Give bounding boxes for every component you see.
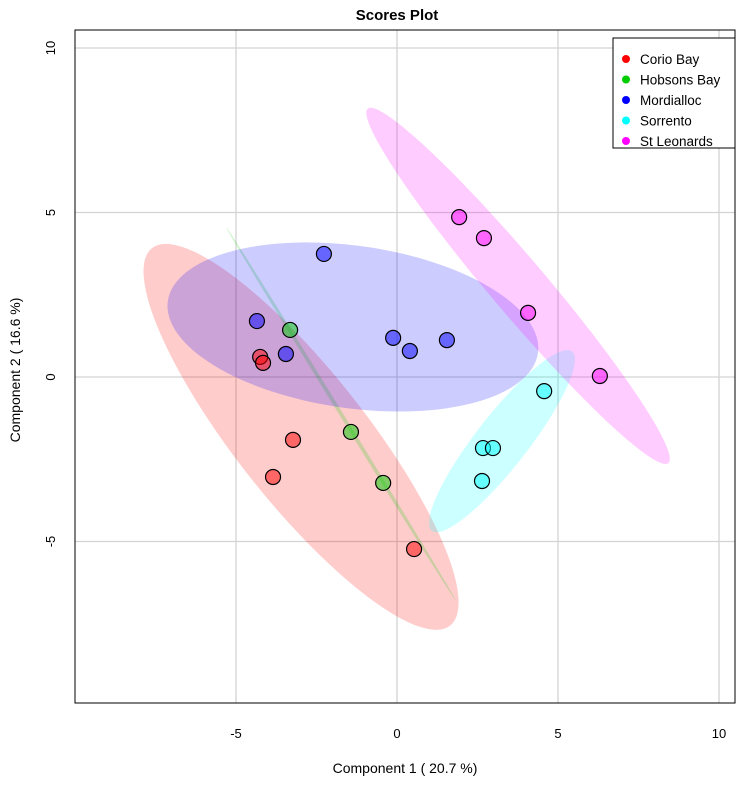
plot-frame: [74, 29, 736, 704]
y-tick-label: 0: [43, 373, 58, 380]
x-tick-label: 0: [393, 726, 400, 741]
data-point-hobsons-bay: [281, 321, 299, 339]
data-point-st-leonards: [451, 209, 468, 226]
data-point-mordialloc: [248, 312, 266, 330]
data-point-sorrento: [536, 383, 553, 400]
y-tick-label: 5: [43, 209, 58, 216]
legend-marker: [622, 55, 630, 63]
legend-marker: [622, 116, 630, 125]
data-point-hobsons-bay: [375, 474, 392, 492]
data-point-corio-bay: [264, 468, 282, 486]
data-point-hobsons-bay: [342, 423, 360, 441]
legend-marker: [622, 137, 630, 145]
data-point-corio-bay: [254, 354, 272, 371]
legend-label: St Leonards: [640, 134, 713, 149]
legend-box: [612, 37, 736, 149]
data-point-mordialloc: [385, 329, 402, 346]
data-point-mordialloc: [277, 345, 295, 363]
data-point-corio-bay: [284, 431, 302, 448]
data-point-st-leonards: [519, 304, 537, 321]
x-tick-label: -5: [230, 726, 242, 741]
chart-title: Scores Plot: [356, 7, 439, 24]
legend-label: Sorrento: [640, 114, 692, 129]
legend-marker: [622, 96, 630, 104]
y-tick-label: 10: [43, 41, 58, 55]
data-point-sorrento: [473, 472, 491, 490]
x-tick-label: 5: [554, 726, 561, 741]
x-tick-label: 10: [712, 726, 726, 741]
legend-marker: [622, 75, 630, 84]
confidence-ellipse-hobsons-bay: [226, 226, 456, 601]
data-point-mordialloc: [315, 245, 333, 263]
legend-label: Corio Bay: [640, 52, 700, 67]
y-axis-label: Component 2 ( 16.6 %): [7, 298, 23, 443]
data-point-corio-bay: [405, 540, 423, 558]
data-point-mordialloc: [401, 342, 418, 360]
y-tick-label: -5: [43, 536, 58, 548]
legend: Corio Bay Hobsons Bay Mordialloc Sorrento St…: [612, 37, 736, 149]
legend-label: Hobsons Bay: [640, 73, 721, 88]
data-point-mordialloc: [438, 332, 456, 349]
data-point-sorrento: [484, 439, 502, 457]
x-axis-label: Component 1 ( 20.7 %): [333, 760, 478, 776]
data-point-st-leonards: [591, 367, 608, 385]
legend-label: Mordialloc: [640, 93, 702, 108]
confidence-ellipse-corio-bay: [143, 243, 459, 630]
data-point-st-leonards: [475, 230, 493, 247]
